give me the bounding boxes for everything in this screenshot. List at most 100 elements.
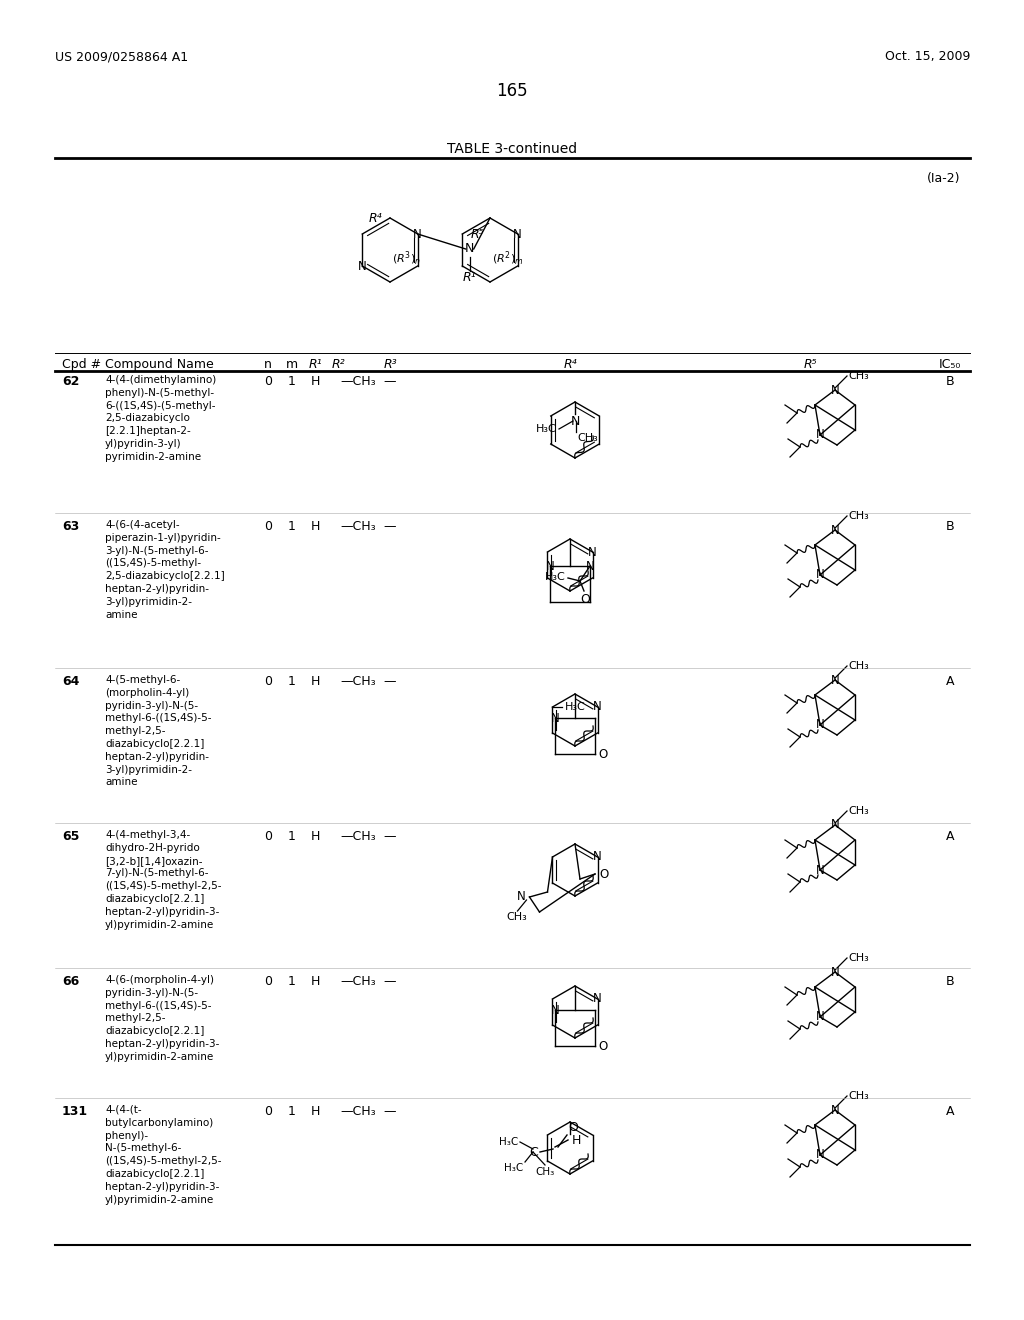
Text: N: N <box>570 414 580 428</box>
Text: H₃C: H₃C <box>545 572 566 582</box>
Text: $(R^2)_m$: $(R^2)_m$ <box>492 249 523 268</box>
Text: R¹: R¹ <box>463 271 476 284</box>
Text: N: N <box>586 560 594 573</box>
Text: H: H <box>310 520 319 533</box>
Text: 0: 0 <box>264 975 272 987</box>
Text: 0: 0 <box>264 375 272 388</box>
Text: H: H <box>310 675 319 688</box>
Text: 4-(5-methyl-6-
(morpholin-4-yl)
pyridin-3-yl)-N-(5-
methyl-6-((1S,4S)-5-
methyl-: 4-(5-methyl-6- (morpholin-4-yl) pyridin-… <box>105 675 212 788</box>
Text: CH₃: CH₃ <box>506 912 527 921</box>
Text: H₃C: H₃C <box>564 702 586 711</box>
Text: N: N <box>465 243 474 256</box>
Text: CH₃: CH₃ <box>536 1167 555 1177</box>
Text: N: N <box>830 965 840 978</box>
Text: C: C <box>529 1146 538 1159</box>
Text: —: — <box>384 520 396 533</box>
Text: 65: 65 <box>62 830 80 843</box>
Text: 0: 0 <box>264 520 272 533</box>
Text: N: N <box>816 569 824 582</box>
Text: CH₃: CH₃ <box>848 953 868 964</box>
Text: CH₃: CH₃ <box>848 371 868 381</box>
Text: H₃C: H₃C <box>499 1137 518 1147</box>
Text: 1: 1 <box>288 520 296 533</box>
Text: 0: 0 <box>264 675 272 688</box>
Text: N: N <box>816 863 824 876</box>
Text: A: A <box>946 1105 954 1118</box>
Text: —CH₃: —CH₃ <box>340 520 376 533</box>
Text: H₃C: H₃C <box>537 424 557 434</box>
Text: Compound Name: Compound Name <box>105 358 214 371</box>
Text: CH₃: CH₃ <box>848 1092 868 1101</box>
Text: O: O <box>599 867 608 880</box>
Text: H: H <box>310 1105 319 1118</box>
Text: N: N <box>830 1104 840 1117</box>
Text: N: N <box>830 384 840 396</box>
Text: N: N <box>830 673 840 686</box>
Text: CH₃: CH₃ <box>848 661 868 671</box>
Text: m: m <box>286 358 298 371</box>
Text: N: N <box>593 850 602 863</box>
Text: —CH₃: —CH₃ <box>340 375 376 388</box>
Text: R⁵: R⁵ <box>470 227 484 240</box>
Text: (Ia-2): (Ia-2) <box>927 172 961 185</box>
Text: N: N <box>816 1148 824 1162</box>
Text: O: O <box>598 747 607 760</box>
Text: 4-(6-(morpholin-4-yl)
pyridin-3-yl)-N-(5-
methyl-6-((1S,4S)-5-
methyl-2,5-
diaza: 4-(6-(morpholin-4-yl) pyridin-3-yl)-N-(5… <box>105 975 219 1061</box>
Text: 1: 1 <box>288 375 296 388</box>
Text: Cpd #: Cpd # <box>62 358 101 371</box>
Text: 63: 63 <box>62 520 79 533</box>
Text: A: A <box>946 830 954 843</box>
Text: N: N <box>593 993 602 1006</box>
Text: 131: 131 <box>62 1105 88 1118</box>
Text: H: H <box>310 830 319 843</box>
Text: R¹: R¹ <box>308 358 322 371</box>
Text: —CH₃: —CH₃ <box>340 1105 376 1118</box>
Text: N: N <box>830 818 840 832</box>
Text: R²: R² <box>331 358 345 371</box>
Text: 64: 64 <box>62 675 80 688</box>
Text: 66: 66 <box>62 975 79 987</box>
Text: 1: 1 <box>288 675 296 688</box>
Text: 0: 0 <box>264 830 272 843</box>
Text: N: N <box>551 1003 559 1016</box>
Text: A: A <box>946 675 954 688</box>
Text: —CH₃: —CH₃ <box>340 675 376 688</box>
Text: O: O <box>598 1040 607 1052</box>
Text: CH₃: CH₃ <box>577 433 598 444</box>
Text: —: — <box>384 375 396 388</box>
Text: N: N <box>358 260 367 272</box>
Text: N: N <box>517 891 525 903</box>
Text: N: N <box>593 701 602 714</box>
Text: 4-(4-methyl-3,4-
dihydro-2H-pyrido
[3,2-b][1,4]oxazin-
7-yl)-N-(5-methyl-6-
((1S: 4-(4-methyl-3,4- dihydro-2H-pyrido [3,2-… <box>105 830 221 929</box>
Text: CH₃: CH₃ <box>848 511 868 521</box>
Text: H: H <box>572 1134 582 1147</box>
Text: N: N <box>830 524 840 536</box>
Text: 4-(4-(dimethylamino)
phenyl)-N-(5-methyl-
6-((1S,4S)-(5-methyl-
2,5-diazabicyclo: 4-(4-(dimethylamino) phenyl)-N-(5-methyl… <box>105 375 216 462</box>
Text: CH₃: CH₃ <box>848 807 868 816</box>
Text: IC₅₀: IC₅₀ <box>939 358 962 371</box>
Text: H: H <box>310 375 319 388</box>
Text: 1: 1 <box>288 1105 296 1118</box>
Text: US 2009/0258864 A1: US 2009/0258864 A1 <box>55 50 188 63</box>
Text: B: B <box>946 975 954 987</box>
Text: —: — <box>384 675 396 688</box>
Text: 4-(4-(t-
butylcarbonylamino)
phenyl)-
N-(5-methyl-6-
((1S,4S)-5-methyl-2,5-
diaz: 4-(4-(t- butylcarbonylamino) phenyl)- N-… <box>105 1105 221 1205</box>
Text: —CH₃: —CH₃ <box>340 975 376 987</box>
Text: H₃C: H₃C <box>504 1163 523 1173</box>
Text: R³: R³ <box>383 358 397 371</box>
Text: n: n <box>264 358 272 371</box>
Text: 62: 62 <box>62 375 80 388</box>
Text: —: — <box>384 830 396 843</box>
Text: 1: 1 <box>288 830 296 843</box>
Text: 165: 165 <box>497 82 527 100</box>
Text: O: O <box>568 1121 578 1134</box>
Text: R⁴: R⁴ <box>563 358 577 371</box>
Text: B: B <box>946 375 954 388</box>
Text: N: N <box>513 227 522 240</box>
Text: N: N <box>816 718 824 731</box>
Text: N: N <box>816 429 824 441</box>
Text: 1: 1 <box>288 975 296 987</box>
Text: —CH₃: —CH₃ <box>340 830 376 843</box>
Text: —: — <box>384 1105 396 1118</box>
Text: O: O <box>580 593 590 606</box>
